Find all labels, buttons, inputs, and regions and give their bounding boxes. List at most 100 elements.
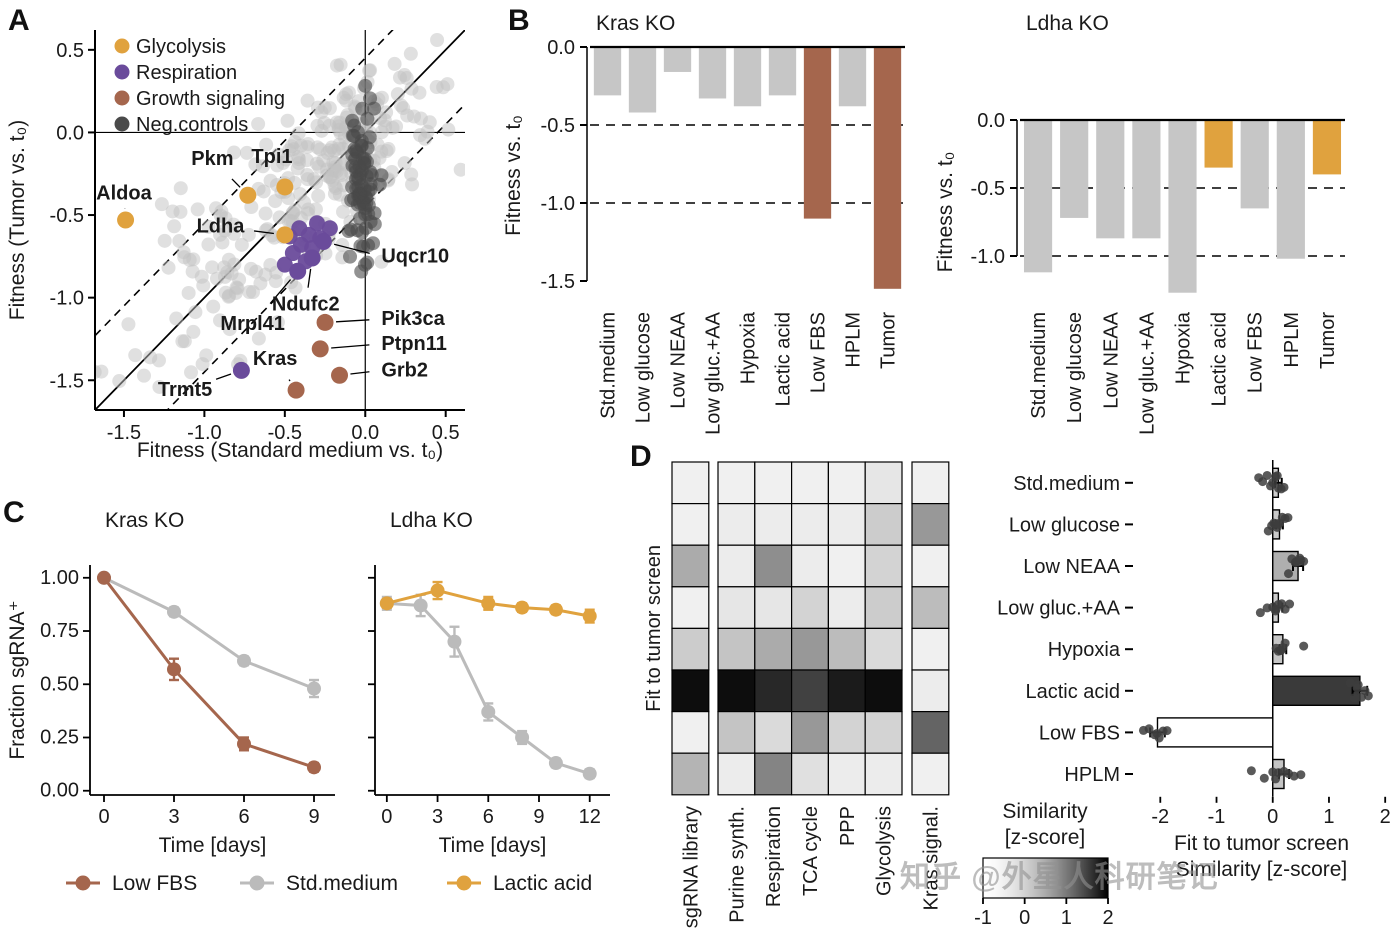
x-tick-label: 6: [238, 806, 249, 828]
heatmap-cell: [754, 544, 793, 588]
x-tick-label: 0.5: [432, 422, 460, 444]
heatmap-cell: [827, 502, 866, 546]
row-label: Lactic acid: [1026, 681, 1121, 703]
heatmap-cell: [911, 711, 950, 754]
row-label: Low NEAA: [1023, 556, 1120, 578]
column-label: PPP: [837, 806, 859, 846]
point-label-aldoa: Aldoa: [96, 183, 152, 205]
y-tick-label: -1.0: [541, 193, 575, 215]
y-axis-label: Fraction sgRNA⁺: [6, 600, 29, 759]
point-label-mrpl41: Mrpl41: [220, 313, 284, 335]
x-tick-label: 6: [483, 806, 494, 828]
point-label-uqcr10: Uqcr10: [381, 245, 449, 267]
bar: [1312, 120, 1342, 175]
y-axis-label: Fitness (Tumor vs. t₀): [6, 120, 29, 320]
y-axis-label: Fitness vs. t₀: [502, 115, 525, 236]
colorbar-tick-label: 1: [1061, 907, 1072, 929]
heatmap-cell: [717, 544, 756, 588]
hbar-x-axis-label-2: Similarity [z-score]: [1176, 858, 1348, 881]
row-label: Low FBS: [1039, 722, 1120, 744]
category-label: Lactic acid: [773, 312, 795, 407]
y-tick-label: -1.5: [541, 271, 575, 293]
heatmap-cell: [791, 544, 830, 588]
x-tick-label: 12: [579, 806, 601, 828]
row-label: Low gluc.+AA: [997, 598, 1121, 620]
heatmap-cell: [717, 711, 756, 754]
colorbar-gradient: [982, 857, 1109, 899]
panel-d-heatmap-canvas: Std.medium Low glucose Low NEAA Low gluc.+A…: [643, 460, 1391, 929]
series-line: [103, 576, 315, 690]
chart-title: Ldha KO: [390, 509, 473, 532]
bar: [768, 47, 797, 96]
x-tick-label: 3: [168, 806, 179, 828]
y-tick-label: -0.5: [50, 205, 84, 227]
chart-title: Kras KO: [105, 509, 184, 532]
category-label: Low NEAA: [1100, 311, 1122, 408]
heatmap-cell: [864, 544, 903, 588]
scatter-plot-area: [95, 30, 465, 410]
category-label: Tumor: [878, 312, 900, 369]
y-tick-label: 0.5: [56, 40, 84, 62]
heatmap-cell: [911, 669, 950, 713]
y-tick-label: -1.0: [50, 288, 84, 310]
x-tick-label: 2: [1380, 806, 1391, 828]
point-label-grb2: Grb2: [381, 359, 428, 381]
legend-item-0: Glycolysis: [136, 36, 226, 58]
heatmap-cell: [827, 586, 866, 630]
point-label-kras: Kras: [253, 348, 297, 370]
heatmap-cell: [717, 669, 756, 713]
heatmap-y-axis-label: Fit to tumor screen: [643, 545, 665, 712]
heatmap-cell: [791, 461, 830, 505]
category-label: Low NEAA: [668, 311, 690, 408]
y-tick-label: -0.5: [541, 115, 575, 137]
x-tick-label: -1: [1208, 806, 1226, 828]
x-tick-label: -1.0: [187, 422, 221, 444]
heatmap-cell: [717, 627, 756, 671]
point-label-trmt5: Trmt5: [158, 379, 212, 401]
bar: [1023, 120, 1053, 273]
panel-label-b: B: [508, 4, 530, 37]
bar: [803, 47, 832, 219]
category-label: HPLM: [1281, 312, 1303, 368]
bar: [1204, 120, 1233, 168]
y-tick-label: 1.00: [40, 567, 79, 589]
panel-c-lines-canvas: Kras KO 1.00 0.75 0.50 0.25 0.00 0 3 6 9 Time [day…: [6, 509, 610, 895]
heatmap-cell: [864, 627, 903, 671]
heatmap-cell: [717, 586, 756, 630]
colorbar-title-2: [z-score]: [1005, 826, 1086, 849]
category-label: Low FBS: [1245, 312, 1267, 393]
bar: [663, 47, 692, 72]
heatmap-cell: [911, 461, 950, 505]
heatmap-cell: [791, 502, 830, 546]
heatmap-cell: [827, 711, 866, 754]
x-tick-label: 3: [432, 806, 443, 828]
column-label: Respiration: [763, 806, 785, 907]
heatmap-cell: [864, 669, 903, 713]
series-line: [386, 601, 591, 776]
bar: [698, 47, 727, 99]
y-tick-label: -0.5: [971, 178, 1005, 200]
point-label-tpi1: Tpi1: [251, 146, 292, 168]
heatmap-cell: [791, 711, 830, 754]
colorbar-title-1: Similarity: [1002, 800, 1088, 823]
heatmap-cell: [864, 461, 903, 505]
panel-label-c: C: [3, 496, 25, 529]
watermark: 知乎 @外星人科研笔记: [900, 861, 1219, 894]
bar: [1276, 120, 1305, 259]
heatmap-cell: [754, 711, 793, 754]
bar: [1060, 120, 1089, 218]
heatmap-cell: [827, 669, 866, 713]
category-label: Low glucose: [1064, 312, 1086, 423]
heatmap-cell: [717, 461, 756, 505]
category-label: Low gluc.+AA: [703, 311, 725, 435]
x-tick-label: -1.5: [107, 422, 141, 444]
point-label-ldha: Ldha: [197, 216, 246, 238]
heatmap-cell: [827, 752, 866, 796]
heatmap-cell: [911, 502, 950, 546]
x-tick-label: 9: [308, 806, 319, 828]
colorbar-tick-label: 2: [1102, 907, 1113, 929]
point-label-pkm: Pkm: [191, 148, 233, 170]
